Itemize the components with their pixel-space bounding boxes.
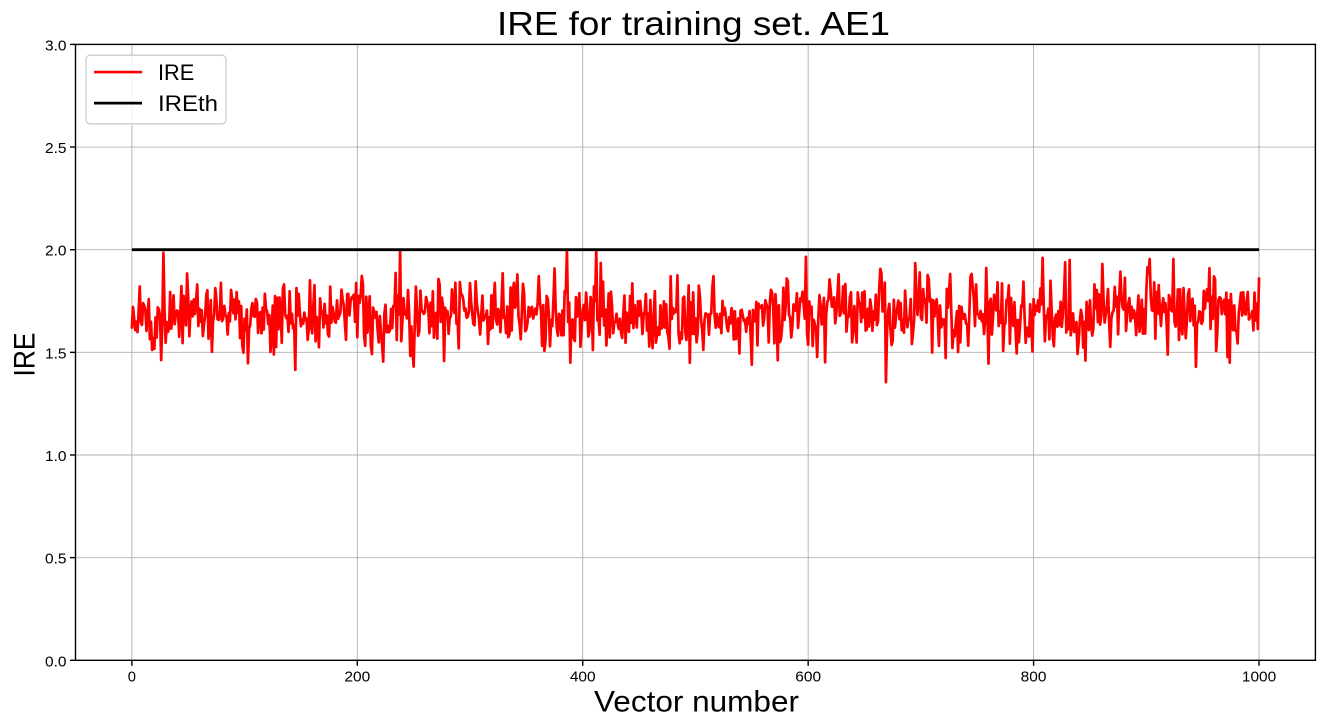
svg-text:IREth: IREth (158, 91, 218, 116)
svg-text:2.5: 2.5 (45, 141, 67, 157)
svg-text:IRE for training set. AE1: IRE for training set. AE1 (497, 5, 890, 42)
svg-text:Vector number: Vector number (594, 686, 799, 719)
svg-text:3.0: 3.0 (45, 38, 67, 54)
svg-text:600: 600 (795, 670, 821, 686)
svg-text:800: 800 (1021, 670, 1047, 686)
svg-text:200: 200 (344, 670, 370, 686)
svg-text:1.0: 1.0 (45, 449, 67, 465)
svg-text:2.0: 2.0 (45, 244, 67, 260)
svg-text:1.5: 1.5 (45, 346, 67, 362)
svg-text:IRE: IRE (9, 333, 42, 377)
svg-text:0: 0 (128, 670, 136, 686)
svg-text:1000: 1000 (1242, 670, 1276, 686)
svg-text:0.5: 0.5 (45, 552, 67, 568)
svg-text:0.0: 0.0 (45, 654, 67, 670)
svg-text:IRE: IRE (158, 60, 194, 85)
svg-text:400: 400 (570, 670, 596, 686)
